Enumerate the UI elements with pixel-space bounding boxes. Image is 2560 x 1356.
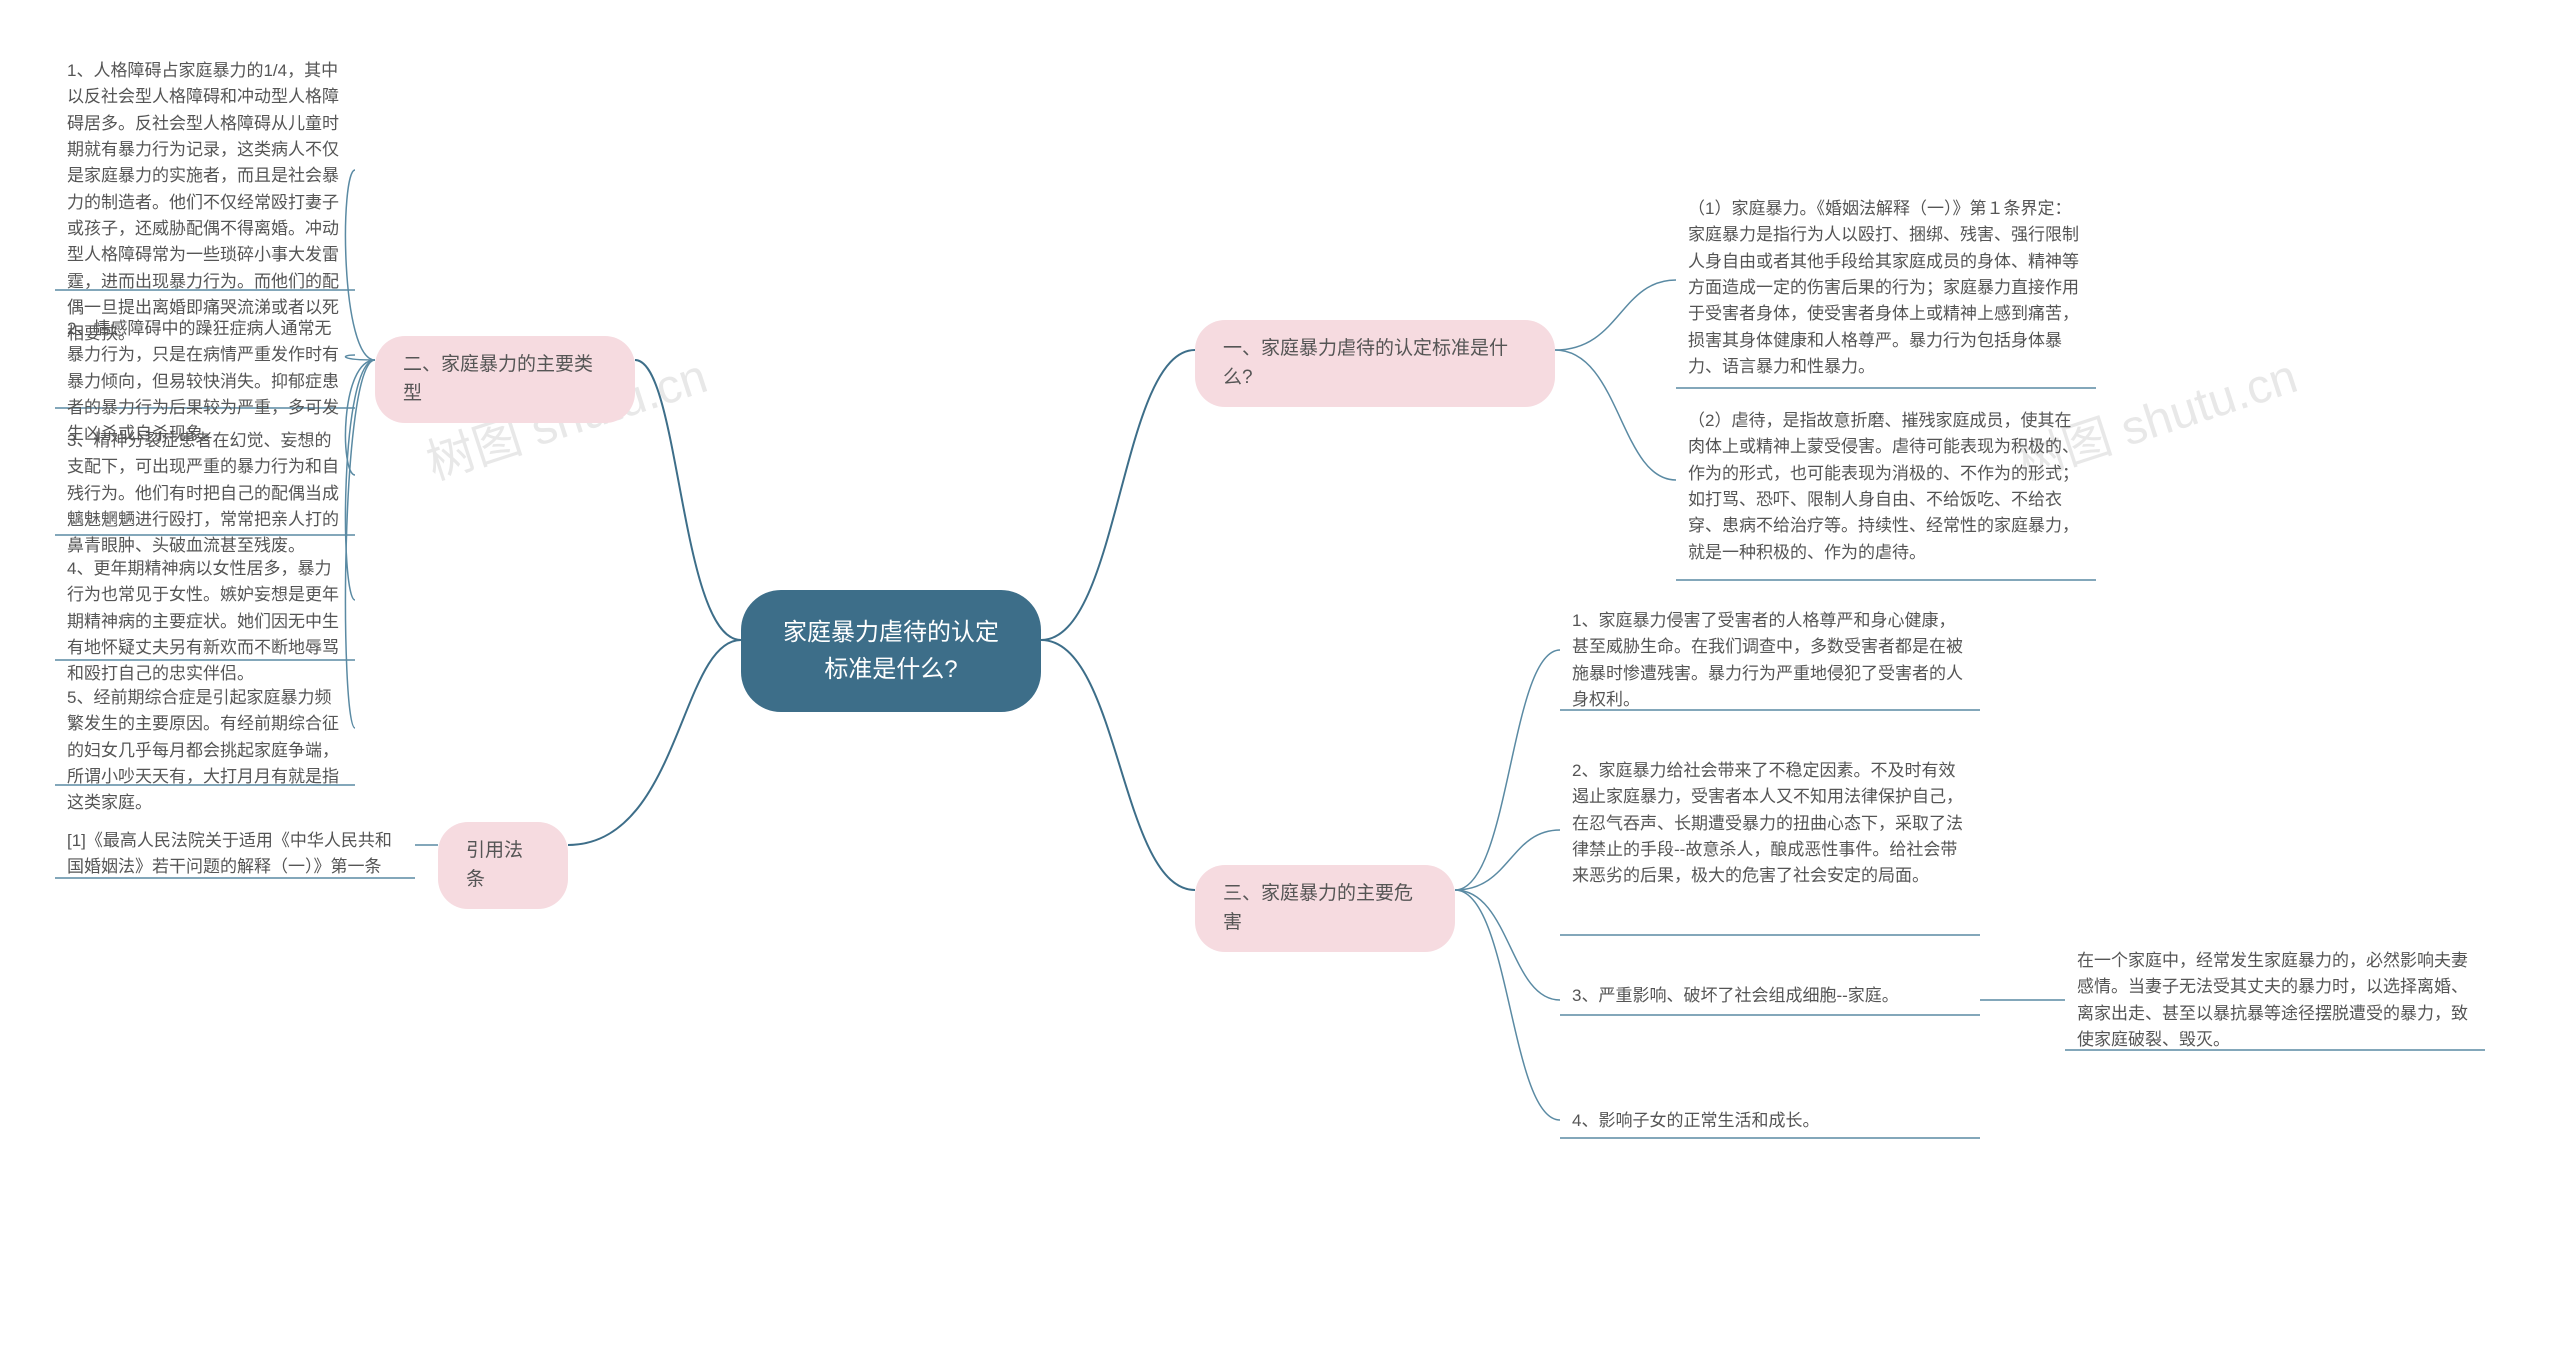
leaf-node: [1]《最高人民法院关于适用《中华人民共和国婚姻法》若干问题的解释（一）》第一条 — [55, 820, 415, 889]
branch-main-types[interactable]: 二、家庭暴力的主要类型 — [375, 336, 635, 423]
leaf-node: 4、影响子女的正常生活和成长。 — [1560, 1100, 1980, 1142]
leaf-node: 2、家庭暴力给社会带来了不稳定因素。不及时有效遏止家庭暴力，受害者本人又不知用法… — [1560, 750, 1980, 898]
branch-citations[interactable]: 引用法条 — [438, 822, 568, 909]
leaf-node: 在一个家庭中，经常发生家庭暴力的，必然影响夫妻感情。当妻子无法受其丈夫的暴力时，… — [2065, 940, 2485, 1061]
leaf-node: 3、严重影响、破坏了社会组成细胞--家庭。 — [1560, 975, 1980, 1017]
leaf-node: 4、更年期精神病以女性居多，暴力行为也常见于女性。嫉妒妄想是更年期精神病的主要症… — [55, 548, 355, 696]
connector-layer — [0, 0, 2560, 1356]
branch-main-harms[interactable]: 三、家庭暴力的主要危害 — [1195, 865, 1455, 952]
branch-recognition-standard[interactable]: 一、家庭暴力虐待的认定标准是什么? — [1195, 320, 1555, 407]
leaf-node: （1）家庭暴力。《婚姻法解释（一）》第１条界定：家庭暴力是指行为人以殴打、捆绑、… — [1676, 188, 2096, 388]
leaf-node: （2）虐待，是指故意折磨、摧残家庭成员，使其在肉体上或精神上蒙受侵害。虐待可能表… — [1676, 400, 2096, 574]
leaf-node: 1、家庭暴力侵害了受害者的人格尊严和身心健康，甚至威胁生命。在我们调查中，多数受… — [1560, 600, 1980, 721]
center-node[interactable]: 家庭暴力虐待的认定标准是什么? — [741, 590, 1041, 712]
leaf-node: 3、精神分裂症患者在幻觉、妄想的支配下，可出现严重的暴力行为和自残行为。他们有时… — [55, 420, 355, 568]
leaf-node: 5、经前期综合症是引起家庭暴力频繁发生的主要原因。有经前期综合征的妇女几乎每月都… — [55, 677, 355, 825]
